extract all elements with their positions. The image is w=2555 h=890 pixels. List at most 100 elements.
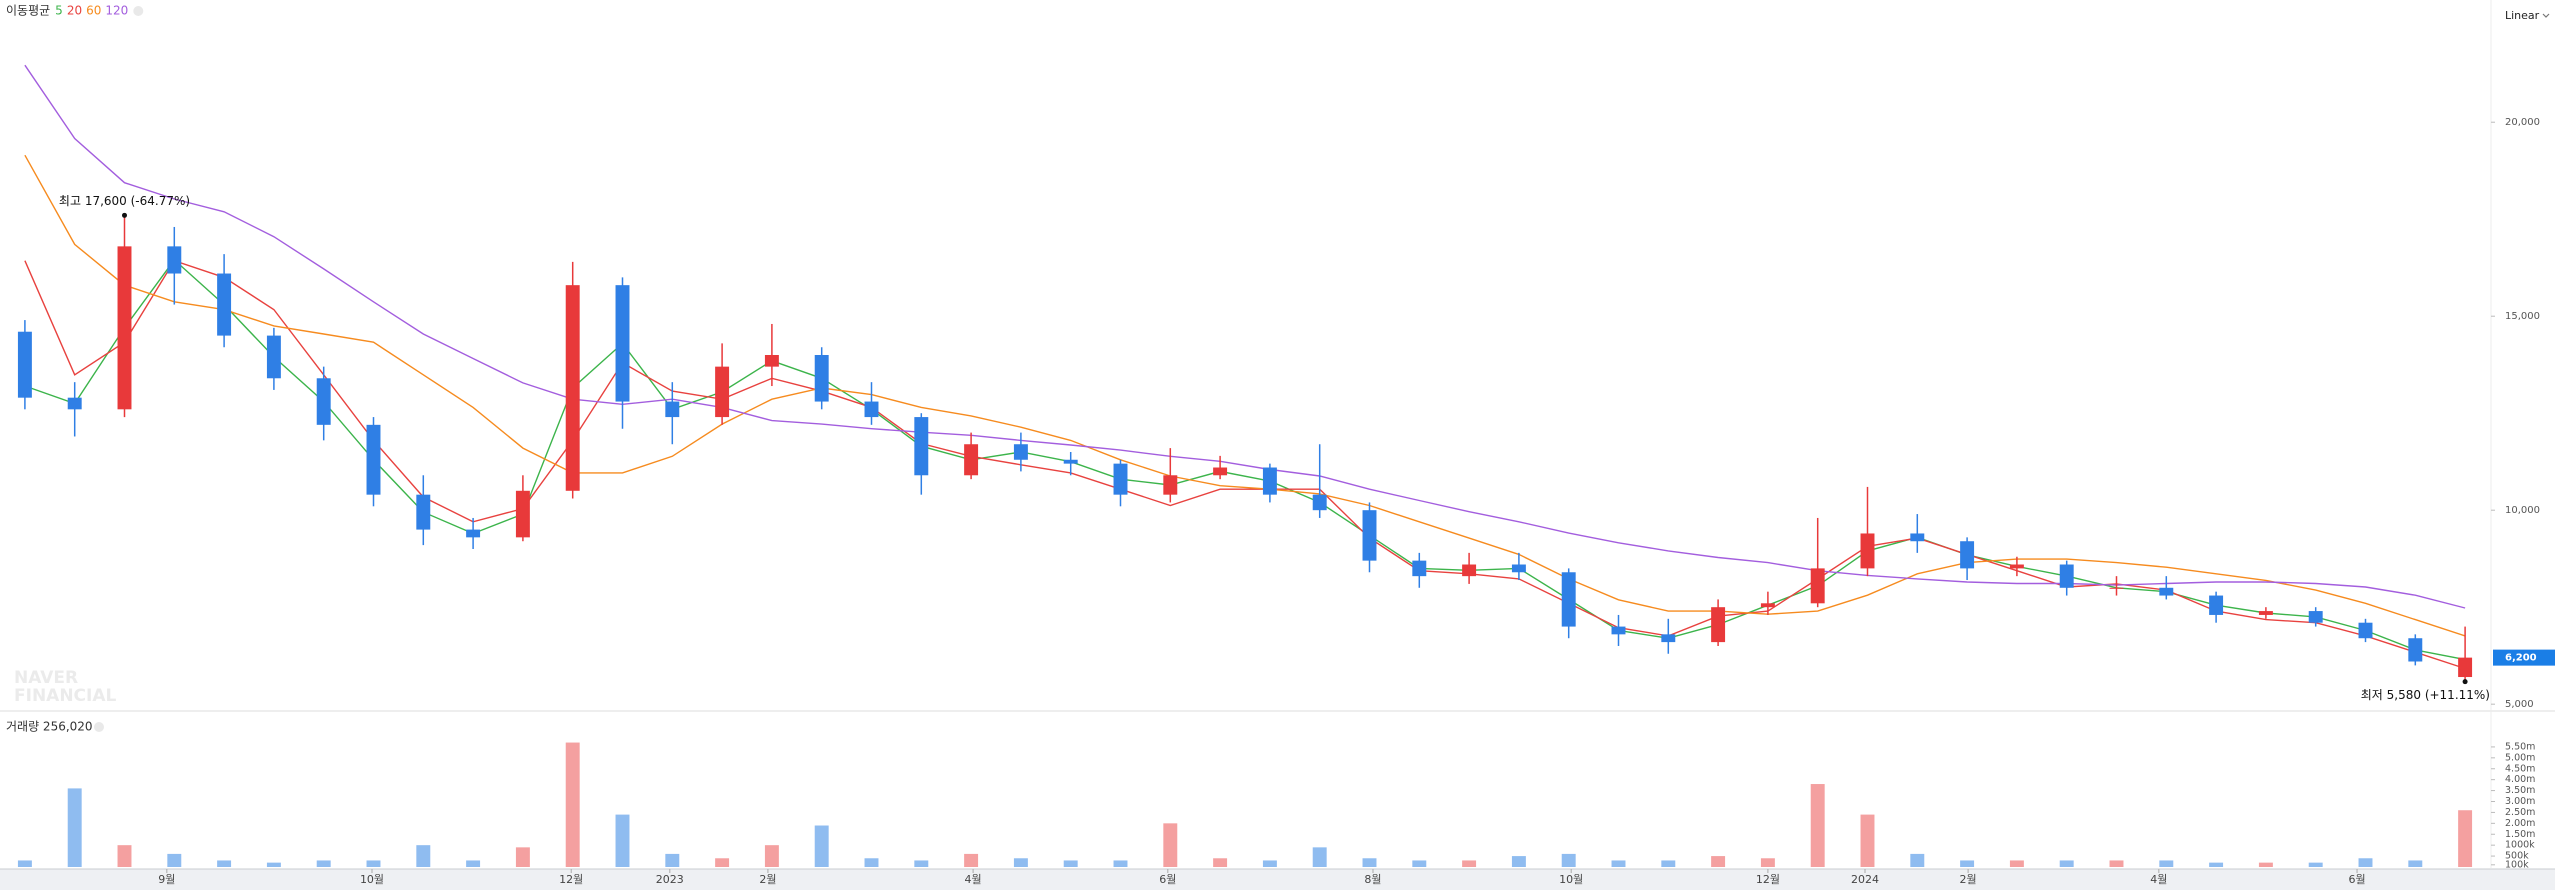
- candle-body: [2159, 587, 2174, 596]
- candle-body: [167, 246, 182, 274]
- candle-body: [1362, 510, 1377, 561]
- candle-body: [1810, 568, 1825, 604]
- volume-bar: [1611, 860, 1626, 867]
- volume-bar: [1511, 856, 1526, 867]
- volume-bar: [2159, 860, 2174, 867]
- candle-body: [764, 355, 779, 367]
- x-tick-label: 10월: [1559, 873, 1583, 886]
- volume-bar: [964, 853, 979, 867]
- volume-tick-label: 3.00m: [2505, 796, 2535, 807]
- candle-body: [1910, 533, 1925, 542]
- volume-tick-label: 500k: [2505, 851, 2529, 862]
- volume-tick-label: 1.50m: [2505, 829, 2535, 840]
- volume-bar: [2308, 862, 2323, 867]
- volume-bar: [1462, 860, 1477, 867]
- volume-settings[interactable]: [94, 722, 104, 732]
- candle-body: [1462, 564, 1477, 577]
- volume-bar: [316, 860, 331, 867]
- volume-bar: [1412, 860, 1427, 867]
- volume-bar: [1810, 784, 1825, 867]
- y-tick-label: 15,000: [2505, 311, 2540, 322]
- x-tick-label: 2월: [759, 873, 776, 886]
- volume-bar: [1312, 847, 1327, 867]
- watermark: FINANCIAL: [14, 686, 117, 706]
- legend-entry: 60: [86, 4, 101, 18]
- candle-body: [1711, 607, 1726, 643]
- volume-bar: [217, 860, 232, 867]
- x-tick-label: 6월: [1159, 873, 1176, 886]
- legend-settings[interactable]: [133, 6, 144, 16]
- volume-bar: [2109, 860, 2124, 867]
- candle-body: [217, 273, 232, 336]
- volume-bar: [2209, 862, 2224, 867]
- candle-body: [2209, 595, 2224, 615]
- volume-bar: [2009, 860, 2024, 867]
- candle-body: [2458, 657, 2473, 678]
- volume-bar: [1711, 856, 1726, 867]
- candle-body: [1412, 560, 1427, 577]
- x-tick-label: 4월: [2150, 873, 2167, 886]
- candle-body: [366, 424, 381, 495]
- extreme-label: 최고 17,600 (-64.77%): [59, 194, 190, 208]
- y-tick-label: 20,000: [2505, 117, 2540, 128]
- volume-title: 거래량 256,020: [6, 720, 93, 734]
- volume-bar: [1213, 858, 1228, 867]
- y-tick-label: 5,000: [2505, 699, 2534, 710]
- volume-bar: [515, 847, 530, 867]
- x-tick-label: 4월: [965, 873, 982, 886]
- watermark: NAVER: [14, 668, 78, 688]
- x-tick-label: 8월: [1364, 873, 1381, 886]
- extreme-label: 최저 5,580 (+11.11%): [2361, 688, 2490, 702]
- volume-bar: [1860, 814, 1875, 867]
- candle-body: [1163, 475, 1178, 495]
- volume-tick-label: 3.50m: [2505, 785, 2535, 796]
- volume-bar: [2458, 810, 2473, 867]
- volume-tick-label: 5.50m: [2505, 741, 2535, 752]
- x-tick-label: 2023: [656, 873, 684, 886]
- candle-body: [665, 401, 680, 418]
- candle-body: [466, 529, 481, 538]
- candle-body: [1312, 494, 1327, 511]
- candle-body: [615, 285, 630, 402]
- candle-body: [1511, 564, 1526, 573]
- legend-title: 이동평균: [6, 4, 50, 18]
- volume-bar: [814, 825, 829, 867]
- volume-bar: [1013, 858, 1028, 867]
- volume-bar: [466, 860, 481, 867]
- volume-bar: [615, 814, 630, 867]
- volume-bar: [2408, 860, 2423, 867]
- candle-body: [117, 246, 132, 410]
- last-price-label: 6,200: [2505, 653, 2537, 664]
- candle-body: [1262, 467, 1277, 495]
- candle-body: [565, 285, 580, 491]
- x-tick-label: 12월: [1756, 873, 1780, 886]
- candle-body: [715, 366, 730, 418]
- candle-body: [266, 335, 281, 379]
- candle-body: [2258, 611, 2273, 615]
- moving-average-line: [24, 64, 2466, 609]
- volume-bar: [914, 860, 929, 867]
- time-axis-band: [0, 869, 2555, 890]
- candle-body: [2408, 638, 2423, 662]
- volume-bar: [864, 858, 879, 867]
- volume-tick-label: 100k: [2505, 859, 2529, 870]
- candle-body: [914, 417, 929, 476]
- scale-toggle-arrow[interactable]: [2542, 13, 2550, 18]
- volume-tick-label: 2.00m: [2505, 818, 2535, 829]
- volume-bar: [1910, 853, 1925, 867]
- x-tick-label: 6월: [2348, 873, 2365, 886]
- candle-body: [416, 494, 431, 530]
- x-tick-label: 2월: [1960, 873, 1977, 886]
- volume-bar: [1113, 860, 1128, 867]
- moving-average-line: [24, 258, 2466, 661]
- candle-body: [864, 401, 879, 418]
- volume-bar: [2258, 862, 2273, 867]
- volume-bar: [117, 845, 132, 867]
- candle-body: [1213, 467, 1228, 476]
- volume-tick-label: 4.00m: [2505, 774, 2535, 785]
- candle-body: [17, 331, 32, 398]
- candle-body: [1561, 572, 1576, 627]
- volume-bar: [1262, 860, 1277, 867]
- scale-toggle[interactable]: Linear: [2505, 9, 2540, 22]
